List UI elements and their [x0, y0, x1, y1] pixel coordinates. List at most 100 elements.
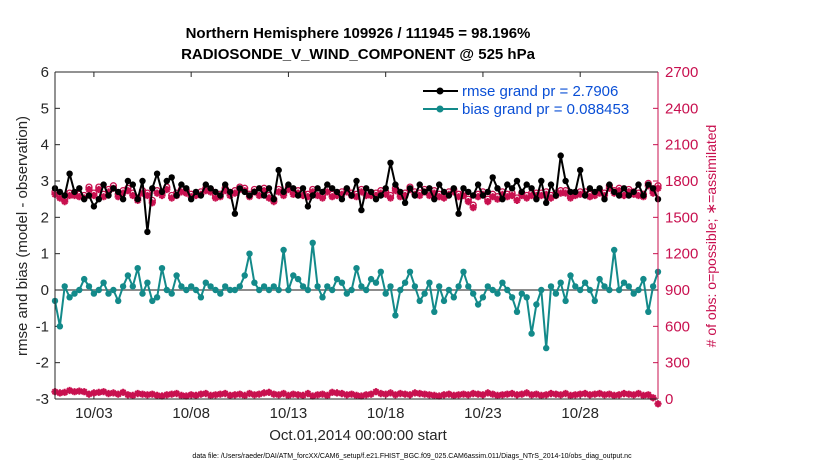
point-bias	[197, 294, 205, 301]
point-assimilated	[571, 191, 579, 200]
point-bias	[372, 279, 380, 286]
point-assimilated	[309, 188, 317, 196]
point-bottom-count	[474, 390, 482, 398]
point-bias	[450, 294, 457, 301]
point-bias	[333, 275, 341, 283]
point-assimilated	[177, 188, 185, 196]
point-bias	[620, 279, 628, 286]
point-bias	[367, 275, 375, 283]
point-assimilated	[275, 188, 283, 196]
point-bias	[309, 239, 316, 246]
point-rmse	[596, 185, 603, 192]
point-rmse	[343, 185, 350, 192]
point-bottom-count	[207, 391, 215, 399]
point-assimilated	[586, 193, 594, 201]
y-tick-label: 2	[41, 209, 49, 226]
point-assimilated	[493, 195, 502, 203]
right-tick-label: 2400	[665, 100, 698, 117]
point-bottom-count	[158, 392, 166, 400]
point-bottom-count	[114, 390, 122, 398]
point-bias	[581, 279, 589, 286]
point-bottom-count	[109, 389, 117, 397]
point-rmse	[168, 174, 175, 181]
point-rmse	[586, 185, 594, 192]
point-rmse	[100, 181, 107, 188]
y-tick-label: 4	[41, 137, 49, 154]
point-rmse	[513, 177, 521, 185]
point-rmse	[153, 170, 161, 177]
point-assimilated	[547, 194, 555, 202]
point-rmse	[95, 196, 103, 203]
point-bias	[635, 286, 642, 294]
point-assimilated	[323, 188, 331, 196]
series-assimilated	[51, 182, 662, 212]
point-assimilated	[362, 191, 370, 200]
point-assimilated	[523, 194, 531, 202]
point-bottom-count	[493, 391, 502, 399]
right-tick-label: 1500	[665, 209, 698, 226]
point-bottom-count	[318, 390, 327, 398]
point-bottom-count	[100, 388, 108, 396]
point-bottom-count	[304, 389, 312, 398]
y-axis-label: rmse and bias (model - observation)	[14, 116, 31, 356]
point-bias	[173, 272, 180, 279]
point-assimilated	[124, 187, 132, 195]
point-bias	[547, 283, 555, 290]
point-bottom-count	[187, 391, 195, 399]
point-bias	[421, 290, 428, 297]
point-bottom-count	[508, 389, 516, 398]
point-bottom-count	[216, 390, 224, 398]
point-bias	[426, 279, 433, 286]
point-rmse	[431, 196, 438, 203]
point-rmse	[139, 177, 146, 185]
point-rmse	[426, 185, 433, 192]
point-rmse	[299, 185, 307, 192]
point-bottom-count	[435, 392, 443, 400]
point-assimilated	[634, 191, 643, 200]
point-bottom-count	[168, 390, 176, 398]
point-rmse	[533, 196, 540, 203]
point-bias	[543, 344, 550, 352]
point-bottom-count	[85, 390, 93, 398]
point-bias	[129, 283, 136, 290]
point-bottom-count	[66, 386, 74, 395]
point-assimilated	[304, 193, 312, 201]
point-rmse	[260, 192, 268, 199]
x-tick-label: 10/03	[75, 405, 113, 422]
point-bias	[567, 272, 574, 279]
point-rmse	[192, 188, 200, 196]
point-bottom-count	[284, 391, 292, 399]
point-bottom-count	[576, 390, 584, 398]
point-bottom-count	[129, 391, 137, 399]
point-bottom-count	[221, 389, 229, 398]
point-rmse	[333, 188, 341, 196]
point-assimilated	[119, 189, 127, 197]
point-bottom-count	[425, 391, 433, 399]
point-bias	[397, 286, 404, 294]
point-rmse	[504, 181, 511, 188]
point-rmse	[494, 185, 501, 192]
point-bias	[299, 283, 307, 290]
point-rmse	[577, 166, 584, 174]
point-bias	[343, 290, 350, 297]
point-rmse	[499, 196, 506, 203]
point-bottom-count	[143, 391, 151, 399]
point-assimilated	[148, 199, 156, 207]
point-bottom-count	[450, 391, 458, 399]
point-assimilated	[202, 187, 210, 195]
point-bias	[76, 286, 83, 294]
point-bias	[353, 265, 360, 272]
point-bottom-count	[484, 389, 492, 397]
right-tick-label: 2700	[665, 64, 698, 81]
point-assimilated	[455, 193, 463, 201]
point-rmse	[265, 185, 273, 192]
point-assimilated	[503, 193, 511, 201]
point-rmse	[615, 192, 623, 199]
point-assimilated	[391, 187, 399, 195]
point-rmse	[445, 192, 453, 199]
point-bias	[265, 286, 273, 294]
point-rmse	[382, 185, 389, 192]
point-rmse	[601, 196, 608, 203]
point-bottom-count	[654, 400, 662, 408]
point-bias	[183, 286, 190, 294]
